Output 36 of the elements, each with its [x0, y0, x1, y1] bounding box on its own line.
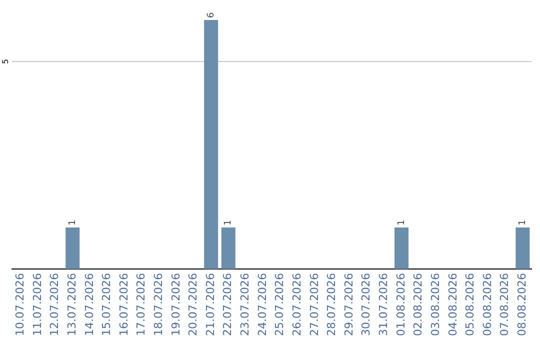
x-tick-label: 19.07.2026 — [169, 273, 182, 336]
x-tick-label: 25.07.2026 — [273, 273, 286, 336]
x-tick-label: 13.07.2026 — [65, 273, 78, 336]
data-label: 1 — [224, 220, 234, 226]
x-tick-label: 14.07.2026 — [82, 273, 96, 336]
data-label: 6 — [206, 12, 216, 18]
x-tick-label: 21.07.2026 — [204, 273, 217, 336]
x-tick-label: 26.07.2026 — [290, 273, 304, 336]
x-tick-label: 02.08.2026 — [412, 273, 425, 336]
x-tick-label: 12.07.2026 — [48, 273, 62, 336]
x-tick-label: 16.07.2026 — [117, 273, 130, 336]
x-tick-label: 03.08.2026 — [428, 273, 442, 336]
x-tick-label: 18.07.2026 — [152, 273, 165, 336]
x-tick-label: 06.08.2026 — [480, 273, 494, 336]
x-tick-label: 17.07.2026 — [134, 273, 148, 336]
x-tick-label: 27.07.2026 — [308, 273, 321, 336]
x-tick-label: 23.07.2026 — [238, 273, 252, 336]
x-tick-label: 28.07.2026 — [325, 273, 338, 336]
x-tick-label: 08.08.2026 — [516, 273, 529, 336]
data-label: 1 — [518, 220, 528, 226]
x-tick-label: 22.07.2026 — [221, 273, 234, 336]
data-label: 1 — [68, 220, 78, 226]
x-tick-label: 01.08.2026 — [394, 273, 408, 336]
x-tick-label: 07.08.2026 — [498, 273, 512, 336]
x-tick-label: 10.07.2026 — [14, 273, 27, 336]
x-tick-label: 31.07.2026 — [377, 273, 390, 336]
x-tick-label: 15.07.2026 — [100, 273, 114, 336]
x-tick-label: 20.07.2026 — [186, 273, 200, 336]
x-tick-label: 30.07.2026 — [360, 273, 373, 336]
data-label: 1 — [396, 220, 407, 226]
x-tick-label: 11.07.2026 — [30, 273, 44, 336]
ref-line-label: 5 — [1, 58, 10, 64]
x-tick-label: 04.08.2026 — [446, 273, 460, 336]
x-tick-label: 24.07.2026 — [256, 273, 269, 336]
x-tick-label: 29.07.2026 — [342, 273, 356, 336]
x-tick-label: 05.08.2026 — [464, 273, 477, 336]
